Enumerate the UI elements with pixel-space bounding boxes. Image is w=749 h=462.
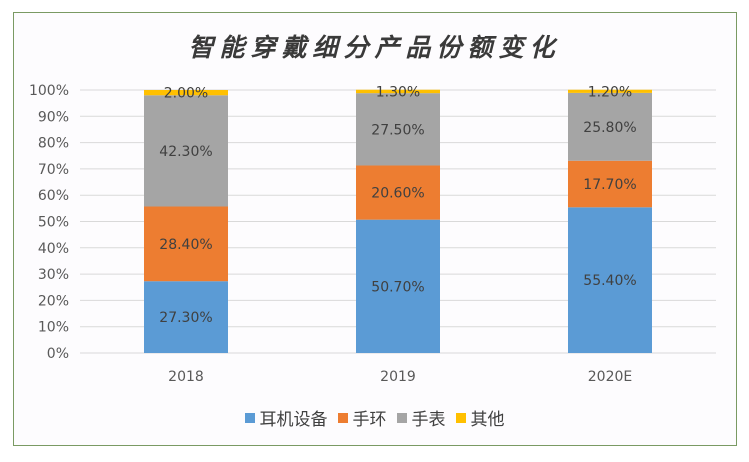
x-axis-ticks: 2018 2019 2020E [168, 369, 632, 385]
data-label: 27.50% [371, 122, 424, 138]
y-tick-label: 20% [38, 293, 69, 309]
legend-label: 其他 [470, 410, 505, 430]
bars [144, 89, 652, 353]
bar-segment [144, 95, 228, 207]
data-label: 1.30% [376, 84, 420, 100]
y-tick-label: 80% [38, 136, 69, 152]
data-label: 42.30% [159, 144, 212, 160]
data-label: 28.40% [159, 237, 212, 253]
data-label: 27.30% [159, 310, 212, 326]
legend-label: 手表 [411, 410, 446, 430]
legend-item: 其他 [455, 405, 505, 430]
y-tick-label: 30% [38, 267, 69, 283]
data-label: 20.60% [371, 186, 424, 202]
legend-item: 手环 [337, 405, 387, 430]
legend-swatch [244, 412, 255, 423]
chart-title: 智能穿戴细分产品份额变化 [188, 33, 561, 62]
x-tick-label: 2018 [168, 369, 204, 385]
data-label: 55.40% [583, 273, 636, 289]
data-label: 2.00% [164, 86, 208, 102]
legend-label: 手环 [352, 410, 387, 430]
y-tick-label: 0% [47, 346, 69, 362]
y-tick-label: 40% [38, 241, 69, 257]
data-label: 1.20% [588, 84, 632, 100]
bar-segment [144, 281, 228, 353]
data-labels: 27.30% 28.40% 42.30% 2.00% 50.70% 20.60% 27.50… [159, 84, 636, 326]
y-tick-label: 10% [38, 320, 69, 336]
bar-segment [356, 93, 440, 166]
bar-segment [144, 90, 228, 96]
y-tick-label: 50% [38, 215, 69, 231]
y-tick-label: 60% [38, 188, 69, 204]
legend-item: 耳机设备 [244, 405, 328, 430]
x-tick-label: 2020E [588, 369, 632, 385]
data-label: 17.70% [583, 177, 636, 193]
legend-swatch [337, 412, 348, 423]
y-axis-ticks: 0% 10% 20% 30% 40% 50% 60% 70% 80% 90% 100% [29, 83, 69, 362]
legend: 耳机设备 手环 手表 其他 [0, 405, 749, 430]
bar-segment [568, 207, 652, 353]
bar-segment [356, 165, 440, 220]
legend-label: 耳机设备 [259, 410, 328, 430]
bar-segment [568, 160, 652, 208]
y-tick-label: 100% [29, 83, 69, 99]
bar-segment [568, 89, 652, 93]
x-tick-label: 2019 [380, 369, 416, 385]
y-tick-label: 70% [38, 162, 69, 178]
legend-swatch [396, 412, 407, 423]
data-label: 50.70% [371, 279, 424, 295]
legend-swatch [455, 412, 466, 423]
bar-segment [356, 89, 440, 94]
bar-segment [356, 219, 440, 353]
data-label: 25.80% [583, 120, 636, 136]
y-tick-label: 90% [38, 109, 69, 125]
bar-segment [568, 92, 652, 161]
legend-item: 手表 [396, 405, 446, 430]
bar-segment [144, 206, 228, 282]
